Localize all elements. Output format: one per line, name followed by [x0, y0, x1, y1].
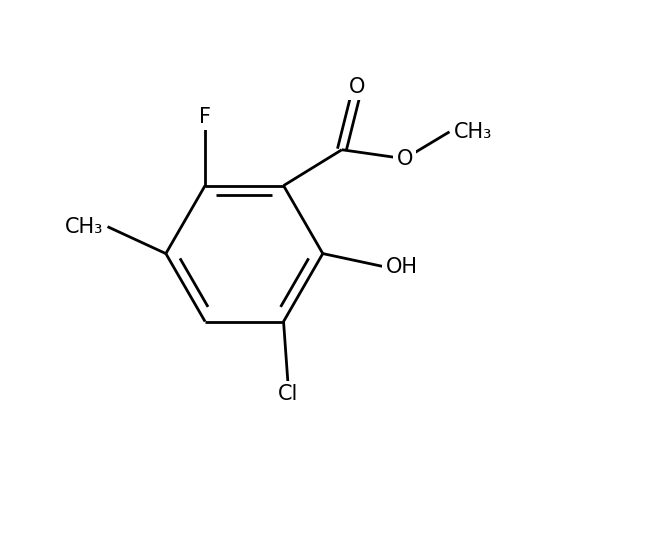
Text: O: O	[396, 148, 413, 169]
Text: F: F	[199, 107, 211, 128]
Text: Cl: Cl	[278, 384, 298, 404]
Text: OH: OH	[385, 257, 418, 277]
Text: CH₃: CH₃	[454, 122, 492, 142]
Text: O: O	[349, 77, 365, 97]
Text: CH₃: CH₃	[65, 217, 103, 237]
